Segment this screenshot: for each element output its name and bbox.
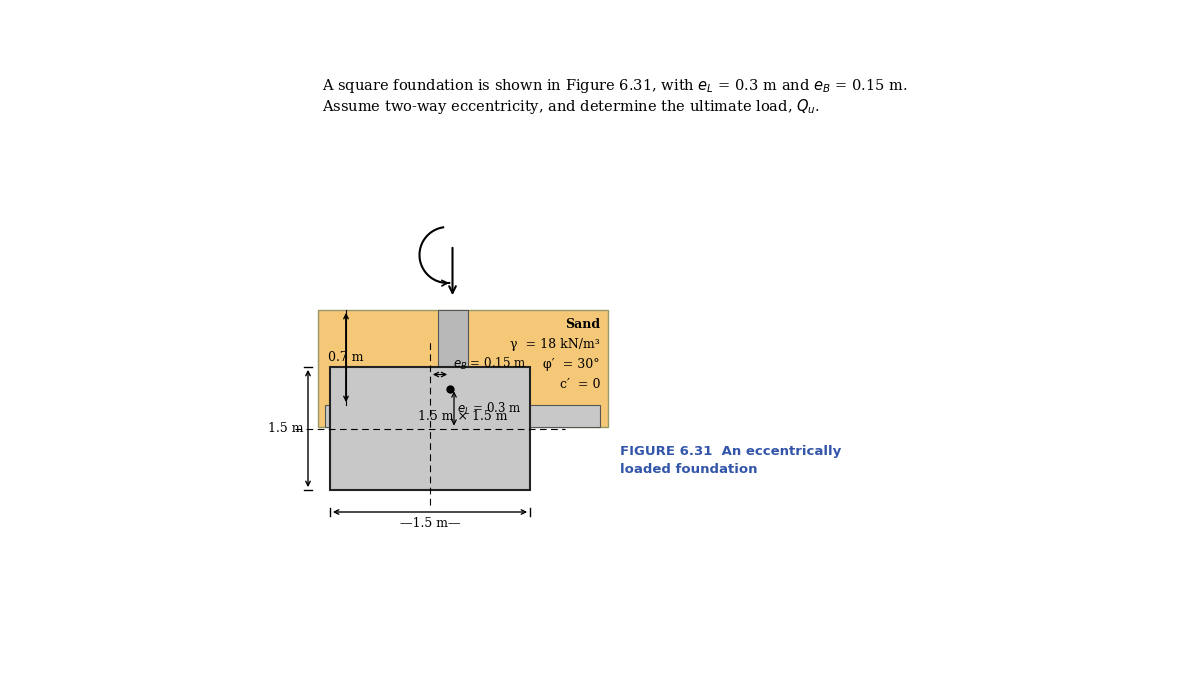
Bar xyxy=(330,367,530,490)
Text: γ  = 18 kN/m³: γ = 18 kN/m³ xyxy=(510,338,600,351)
Text: $e_B$ = 0.15 m: $e_B$ = 0.15 m xyxy=(454,356,527,373)
Text: φ′  = 30°: φ′ = 30° xyxy=(544,358,600,371)
Bar xyxy=(325,405,600,427)
Text: loaded foundation: loaded foundation xyxy=(620,463,757,476)
Text: Sand: Sand xyxy=(565,318,600,331)
Text: $e_L$ = 0.3 m: $e_L$ = 0.3 m xyxy=(457,400,522,416)
Text: Assume two-way eccentricity, and determine the ultimate load, $Q_u$.: Assume two-way eccentricity, and determi… xyxy=(322,97,820,116)
Text: c′  = 0: c′ = 0 xyxy=(559,378,600,391)
Text: A square foundation is shown in Figure 6.31, with $e_L$ = 0.3 m and $e_B$ = 0.15: A square foundation is shown in Figure 6… xyxy=(322,77,907,95)
Text: 0.7 m: 0.7 m xyxy=(328,351,364,364)
Text: 1.5 m × 1.5 m: 1.5 m × 1.5 m xyxy=(418,410,508,423)
Text: 1.5 m: 1.5 m xyxy=(268,422,302,435)
Bar xyxy=(318,310,608,427)
Text: —1.5 m—: —1.5 m— xyxy=(400,517,461,530)
Bar xyxy=(438,310,468,405)
Text: FIGURE 6.31  An eccentrically: FIGURE 6.31 An eccentrically xyxy=(620,445,841,458)
